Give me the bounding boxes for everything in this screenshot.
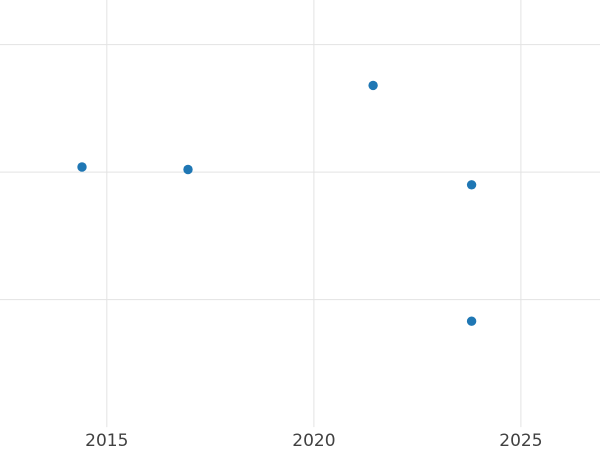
x-tick-label: 2015 [85,431,128,450]
data-point [77,162,87,172]
x-tick-label: 2025 [499,431,542,450]
data-point [368,80,378,91]
data-point [183,164,193,175]
data-point [466,180,477,190]
data-point [466,316,477,326]
x-tick-label: 2020 [292,431,335,450]
